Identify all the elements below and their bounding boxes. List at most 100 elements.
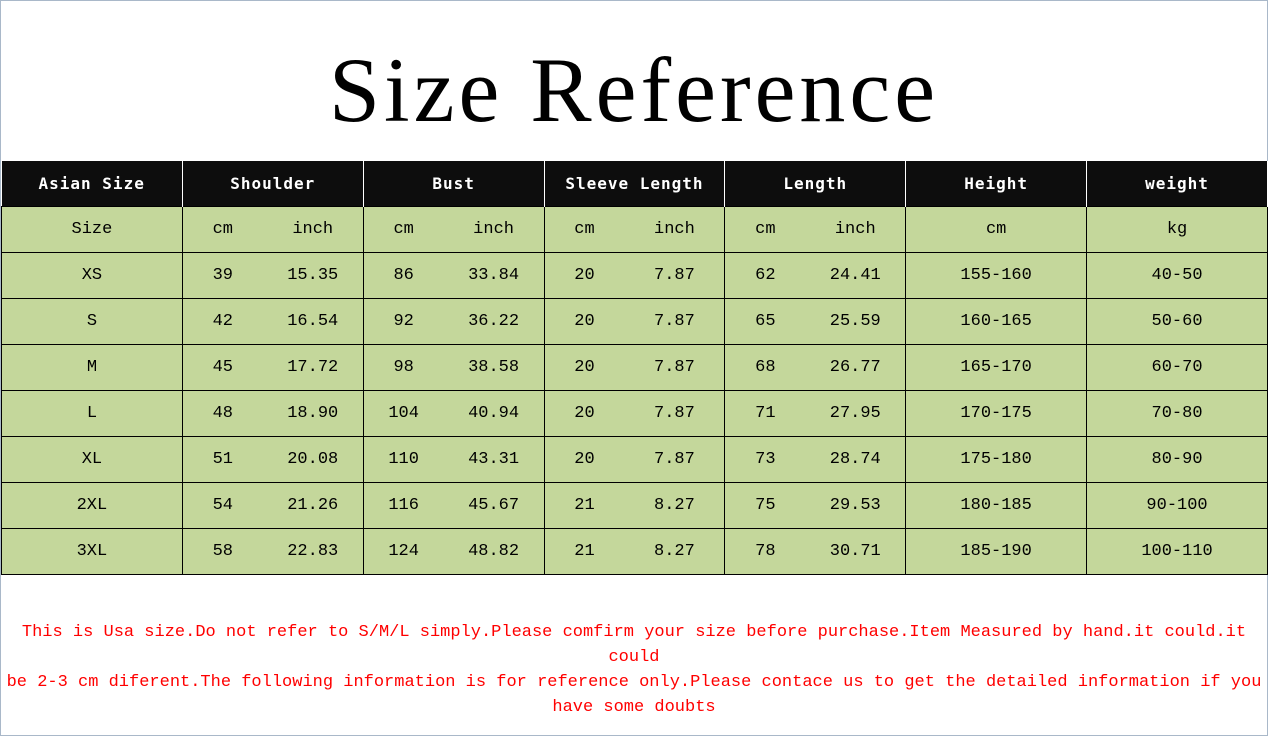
cell-value: 25.59 [829, 312, 881, 331]
table-cell: 180-185 [905, 482, 1088, 529]
cell-value: 17.72 [287, 358, 339, 377]
cell-value: 45.67 [468, 496, 520, 515]
table-cell-pair: 71 27.95 [724, 390, 907, 437]
cell-value: 7.87 [654, 358, 695, 377]
table-cell-pair: 45 17.72 [181, 344, 364, 391]
table-cell: XS [1, 252, 183, 299]
table-cell-pair: 98 38.58 [362, 344, 545, 391]
column-header: Sleeve Length [544, 161, 726, 207]
cell-value: 27.95 [829, 404, 881, 423]
table-cell-pair: 51 20.08 [181, 436, 364, 483]
table-row: 2XL 54 21.26 116 45.67 21 8.27 75 29.53 180-185 90… [1, 482, 1268, 529]
cell-value: 24.41 [829, 266, 881, 285]
cell-value: 71 [755, 404, 776, 423]
table-row: L 48 18.90 104 40.94 20 7.87 71 27.95 170-175 70-8… [1, 390, 1268, 437]
table-row: 3XL 58 22.83 124 48.82 21 8.27 78 30.71 185-190 10… [1, 528, 1268, 575]
table-cell: 160-165 [905, 298, 1088, 345]
table-cell-pair: 86 33.84 [362, 252, 545, 299]
cell-value: cm [755, 220, 776, 239]
table-cell-pair: 73 28.74 [724, 436, 907, 483]
table-cell-pair: 78 30.71 [724, 528, 907, 575]
table-cell-pair: 68 26.77 [724, 344, 907, 391]
cell-value: inch [473, 220, 514, 239]
table-row: XS 39 15.35 86 33.84 20 7.87 62 24.41 155-160 40-5… [1, 252, 1268, 299]
table-cell-pair: 39 15.35 [181, 252, 364, 299]
cell-value: 7.87 [654, 266, 695, 285]
table-cell-pair: 116 45.67 [362, 482, 545, 529]
table-cell-pair: 20 7.87 [543, 252, 726, 299]
cell-value: 116 [388, 496, 419, 515]
table-cell-pair: 20 7.87 [543, 298, 726, 345]
disclaimer-note: This is Usa size.Do not refer to S/M/L s… [0, 620, 1268, 720]
table-row: XL 51 20.08 110 43.31 20 7.87 73 28.74 175-180 80-… [1, 436, 1268, 483]
cell-value: 43.31 [468, 450, 520, 469]
table-cell: 3XL [1, 528, 183, 575]
cell-value: 36.22 [468, 312, 520, 331]
table-cell-pair: cm inch [362, 206, 545, 253]
column-header: Height [905, 161, 1088, 207]
cell-value: 33.84 [468, 266, 520, 285]
cell-value: 45 [212, 358, 234, 377]
table-cell-pair: 62 24.41 [724, 252, 907, 299]
table-cell: 80-90 [1086, 436, 1268, 483]
cell-value: inch [654, 220, 695, 239]
table-cell-pair: 58 22.83 [181, 528, 364, 575]
table-row: M 45 17.72 98 38.58 20 7.87 68 26.77 165-170 60-70 [1, 344, 1268, 391]
table-cell-pair: 124 48.82 [362, 528, 545, 575]
table-cell: 60-70 [1086, 344, 1268, 391]
column-header: Bust [363, 161, 545, 207]
cell-value: 78 [755, 542, 776, 561]
table-cell-pair: 20 7.87 [543, 344, 726, 391]
cell-value: 86 [393, 266, 414, 285]
table-cell: 175-180 [905, 436, 1088, 483]
table-cell-pair: 20 7.87 [543, 390, 726, 437]
table-cell: 100-110 [1086, 528, 1268, 575]
note-line: have some doubts [552, 698, 716, 717]
cell-value: 28.74 [829, 450, 881, 469]
cell-value: 16.54 [287, 312, 339, 331]
table-cell: S [1, 298, 183, 345]
table-cell: L [1, 390, 183, 437]
table-cell-pair: 21 8.27 [543, 482, 726, 529]
table-cell-pair: 104 40.94 [362, 390, 545, 437]
cell-value: 75 [755, 496, 776, 515]
cell-value: 30.71 [829, 542, 881, 561]
cell-value: 124 [388, 542, 419, 561]
note-line: This is Usa size.Do not refer to S/M/L s… [21, 623, 1247, 667]
cell-value: 54 [212, 496, 234, 515]
cell-value: cm [393, 220, 414, 239]
cell-value: 65 [755, 312, 776, 331]
cell-value: 48 [212, 404, 234, 423]
table-cell-pair: cm inch [181, 206, 364, 253]
cell-value: 51 [212, 450, 234, 469]
size-table: Asian Size Shoulder Bust Sleeve Length Lengt… [1, 161, 1268, 575]
table-cell-pair: 54 21.26 [181, 482, 364, 529]
table-cell: Size [1, 206, 183, 253]
cell-value: 8.27 [654, 542, 695, 561]
table-cell-pair: 42 16.54 [181, 298, 364, 345]
cell-value: 48.82 [468, 542, 520, 561]
page-title: Size Reference [328, 39, 940, 141]
table-cell: kg [1086, 206, 1268, 253]
cell-value: 20 [574, 358, 595, 377]
table-cell: 155-160 [905, 252, 1088, 299]
cell-value: 62 [755, 266, 776, 285]
cell-value: 21.26 [287, 496, 339, 515]
cell-value: cm [574, 220, 595, 239]
table-cell: 40-50 [1086, 252, 1268, 299]
cell-value: 20 [574, 312, 595, 331]
cell-value: 7.87 [654, 450, 695, 469]
table-cell-pair: 110 43.31 [362, 436, 545, 483]
cell-value: 58 [212, 542, 234, 561]
cell-value: 22.83 [287, 542, 339, 561]
cell-value: inch [834, 220, 876, 239]
cell-value: 39 [212, 266, 234, 285]
cell-value: cm [212, 220, 234, 239]
cell-value: 40.94 [468, 404, 520, 423]
table-cell: 185-190 [905, 528, 1088, 575]
table-cell: 2XL [1, 482, 183, 529]
table-cell-pair: 48 18.90 [181, 390, 364, 437]
table-cell: M [1, 344, 183, 391]
column-header: Length [724, 161, 907, 207]
header-row: Asian Size Shoulder Bust Sleeve Length Lengt… [1, 161, 1268, 207]
